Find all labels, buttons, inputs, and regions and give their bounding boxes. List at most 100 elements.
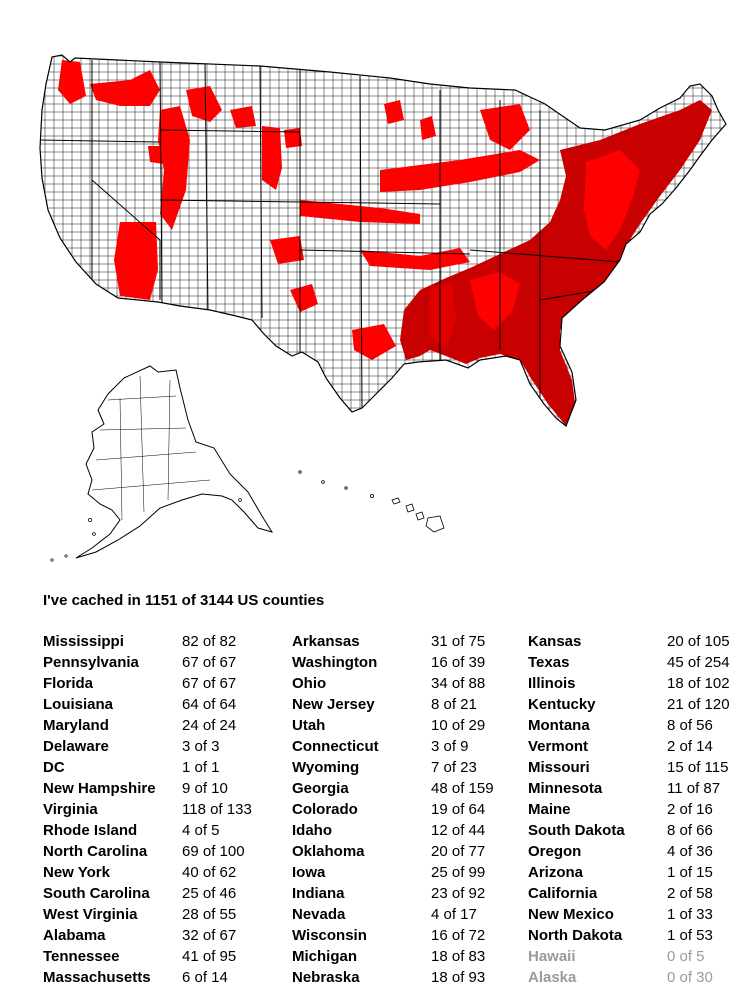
state-county-count: 11 of 87	[667, 780, 721, 797]
state-county-count: 19 of 64	[431, 801, 486, 818]
state-name: Connecticut	[292, 738, 379, 755]
summary-heading: I've cached in 1151 of 3144 US counties	[43, 592, 325, 609]
state-county-count: 67 of 67	[182, 654, 237, 671]
cached-counties-west	[58, 60, 302, 300]
state-county-count: 45 of 254	[667, 654, 730, 671]
state-name: Texas	[528, 654, 570, 671]
state-county-count: 2 of 16	[667, 801, 713, 818]
state-county-count: 7 of 23	[431, 759, 477, 776]
state-county-count: 18 of 83	[431, 948, 486, 965]
state-name: Montana	[528, 717, 590, 734]
state-county-count: 9 of 10	[182, 780, 228, 797]
state-county-count: 1 of 53	[667, 927, 713, 944]
state-name: Pennsylvania	[43, 654, 139, 671]
state-county-count: 6 of 14	[182, 969, 228, 986]
state-county-count: 18 of 102	[667, 675, 730, 692]
state-county-count: 25 of 46	[182, 885, 237, 902]
state-county-count: 20 of 77	[431, 843, 486, 860]
state-name: Nevada	[292, 906, 346, 923]
state-name: Tennessee	[43, 948, 120, 965]
state-county-count: 67 of 67	[182, 675, 237, 692]
state-name: DC	[43, 759, 65, 776]
state-name: Maryland	[43, 717, 109, 734]
state-name: Utah	[292, 717, 326, 734]
state-name: Colorado	[292, 801, 358, 818]
state-county-count: 16 of 72	[431, 927, 486, 944]
state-county-count: 4 of 36	[667, 843, 713, 860]
state-county-count: 118 of 133	[182, 801, 252, 818]
state-county-count: 69 of 100	[182, 843, 245, 860]
state-name: Arkansas	[292, 633, 360, 650]
state-county-count: 1 of 33	[667, 906, 713, 923]
state-county-count: 4 of 5	[182, 822, 220, 839]
state-county-count: 28 of 55	[182, 906, 237, 923]
state-name: New Mexico	[528, 906, 614, 923]
state-name: Wyoming	[292, 759, 360, 776]
alaska-outline	[50, 365, 274, 562]
state-county-count: 4 of 17	[431, 906, 477, 923]
state-name: New Hampshire	[43, 780, 156, 797]
state-county-count: 10 of 29	[431, 717, 486, 734]
cached-counties-east	[400, 100, 712, 426]
state-county-count: 82 of 82	[182, 633, 237, 650]
state-name: Indiana	[292, 885, 345, 902]
state-name: Arizona	[528, 864, 584, 881]
state-county-count: 25 of 99	[431, 864, 486, 881]
state-name: Maine	[528, 801, 571, 818]
state-borders	[40, 60, 621, 411]
hawaii-outline	[298, 470, 445, 533]
state-name: Louisiana	[43, 696, 114, 713]
state-name: New Jersey	[292, 696, 375, 713]
state-name: Kansas	[528, 633, 582, 650]
state-county-count: 34 of 88	[431, 675, 486, 692]
state-name: Ohio	[292, 675, 327, 692]
state-county-count: 16 of 39	[431, 654, 486, 671]
state-name: Missouri	[528, 759, 590, 776]
state-county-count: 1 of 15	[667, 864, 713, 881]
state-county-count: 0 of 5	[667, 948, 705, 965]
state-county-count: 3 of 9	[431, 738, 469, 755]
state-name: Delaware	[43, 738, 109, 755]
state-name: Minnesota	[528, 780, 603, 797]
state-name: Wisconsin	[292, 927, 367, 944]
state-name: Massachusetts	[43, 969, 151, 986]
state-county-count: 1 of 1	[182, 759, 220, 776]
state-name: Oklahoma	[292, 843, 365, 860]
state-name: Vermont	[528, 738, 589, 755]
state-county-count: 3 of 3	[182, 738, 220, 755]
us-county-map-graphic	[39, 54, 727, 562]
state-county-count: 41 of 95	[182, 948, 237, 965]
state-name: Hawaii	[528, 948, 576, 965]
state-name: Idaho	[292, 822, 332, 839]
state-name: Alabama	[43, 927, 106, 944]
state-name: West Virginia	[43, 906, 138, 923]
state-county-count: 18 of 93	[431, 969, 486, 986]
state-county-count: 8 of 56	[667, 717, 713, 734]
state-county-count: 40 of 62	[182, 864, 237, 881]
state-name: Alaska	[528, 969, 577, 986]
state-county-count: 32 of 67	[182, 927, 237, 944]
state-county-count: 0 of 30	[667, 969, 713, 986]
state-name: South Carolina	[43, 885, 150, 902]
state-name: Iowa	[292, 864, 326, 881]
state-name: Illinois	[528, 675, 576, 692]
state-county-count: 48 of 159	[431, 780, 494, 797]
state-name: Florida	[43, 675, 94, 692]
state-name: Georgia	[292, 780, 349, 797]
state-county-count: 24 of 24	[182, 717, 237, 734]
state-name: North Carolina	[43, 843, 148, 860]
state-name: Kentucky	[528, 696, 596, 713]
us-county-map	[39, 54, 727, 562]
state-county-count: 20 of 105	[667, 633, 730, 650]
state-county-count: 15 of 115	[667, 759, 729, 776]
state-county-count: 64 of 64	[182, 696, 237, 713]
state-name: Virginia	[43, 801, 98, 818]
state-name: South Dakota	[528, 822, 625, 839]
state-name: Oregon	[528, 843, 582, 860]
state-county-count: 21 of 120	[667, 696, 730, 713]
state-name: Michigan	[292, 948, 358, 965]
state-name: Mississippi	[43, 633, 124, 650]
state-name: Washington	[292, 654, 378, 671]
state-county-count: 8 of 66	[667, 822, 713, 839]
state-county-count: 2 of 58	[667, 885, 713, 902]
